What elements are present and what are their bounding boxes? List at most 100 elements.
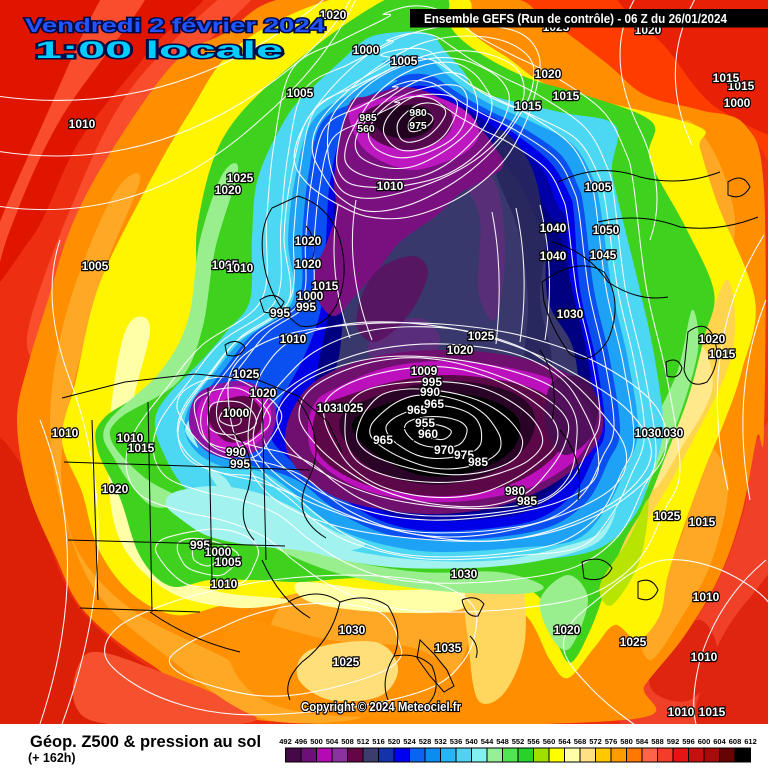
svg-text:1020: 1020 — [447, 343, 474, 357]
svg-text:990: 990 — [226, 445, 246, 459]
svg-text:1040: 1040 — [540, 249, 567, 263]
svg-text:990: 990 — [420, 385, 440, 399]
svg-text:572: 572 — [589, 737, 602, 746]
svg-text:1020: 1020 — [699, 332, 726, 346]
svg-text:1010: 1010 — [691, 650, 718, 664]
svg-text:1000: 1000 — [205, 545, 232, 559]
svg-text:1020: 1020 — [250, 386, 277, 400]
svg-text:1005: 1005 — [215, 555, 242, 569]
svg-text:965: 965 — [424, 397, 444, 411]
svg-text:1010: 1010 — [52, 426, 79, 440]
svg-text:980: 980 — [409, 107, 427, 119]
svg-text:1020: 1020 — [535, 67, 562, 81]
svg-text:576: 576 — [605, 737, 618, 746]
svg-text:524: 524 — [403, 737, 416, 746]
svg-text:612: 612 — [744, 737, 757, 746]
svg-text:1015: 1015 — [128, 441, 155, 455]
svg-text:492: 492 — [279, 737, 292, 746]
svg-text:1015: 1015 — [713, 71, 740, 85]
svg-text:1010: 1010 — [227, 261, 254, 275]
svg-text:600: 600 — [698, 737, 711, 746]
svg-text:1020: 1020 — [295, 234, 322, 248]
svg-text:995: 995 — [422, 375, 442, 389]
svg-text:512: 512 — [357, 737, 370, 746]
svg-text:1020: 1020 — [554, 623, 581, 637]
svg-text:1015: 1015 — [709, 347, 736, 361]
svg-text:540: 540 — [465, 737, 478, 746]
svg-text:Géop. Z500 & pression au sol: Géop. Z500 & pression au sol — [30, 733, 261, 751]
svg-text:1045: 1045 — [590, 248, 617, 262]
svg-text:1005: 1005 — [287, 86, 314, 100]
svg-text:985: 985 — [517, 494, 537, 508]
svg-text:1010: 1010 — [117, 431, 144, 445]
svg-text:556: 556 — [527, 737, 540, 746]
svg-text:1000: 1000 — [724, 96, 751, 110]
svg-text:504: 504 — [326, 737, 339, 746]
svg-text:1040: 1040 — [540, 221, 567, 235]
svg-text:Vendredi 2 février 2024: Vendredi 2 février 2024 — [25, 16, 326, 37]
svg-text:604: 604 — [713, 737, 726, 746]
svg-text:1010: 1010 — [377, 179, 404, 193]
svg-text:1030: 1030 — [317, 401, 344, 415]
svg-text:532: 532 — [434, 737, 447, 746]
svg-text:1010: 1010 — [668, 705, 695, 719]
svg-text:1000: 1000 — [223, 406, 250, 420]
svg-text:560: 560 — [543, 737, 556, 746]
svg-text:1025: 1025 — [468, 329, 495, 343]
svg-text:1005: 1005 — [82, 259, 109, 273]
svg-text:1010: 1010 — [280, 332, 307, 346]
svg-text:970: 970 — [434, 443, 454, 457]
svg-text:580: 580 — [620, 737, 633, 746]
svg-text:1025: 1025 — [620, 635, 647, 649]
svg-text:1015: 1015 — [312, 279, 339, 293]
svg-text:985: 985 — [359, 112, 377, 124]
svg-text:Ensemble GEFS (Run de contrôl: Ensemble GEFS (Run de contrôle) - 06 Z d… — [424, 11, 728, 26]
svg-text:995: 995 — [190, 538, 210, 552]
svg-text:548: 548 — [496, 737, 509, 746]
svg-text:1030: 1030 — [339, 623, 366, 637]
svg-text:544: 544 — [481, 737, 494, 746]
svg-text:1035: 1035 — [435, 641, 462, 655]
svg-text:(+ 162h): (+ 162h) — [28, 751, 76, 765]
svg-text:520: 520 — [388, 737, 401, 746]
svg-text:965: 965 — [373, 433, 393, 447]
svg-text:995: 995 — [230, 457, 250, 471]
svg-text:1020: 1020 — [102, 482, 129, 496]
svg-text:1000: 1000 — [297, 289, 324, 303]
svg-text:1010: 1010 — [693, 590, 720, 604]
svg-text:536: 536 — [450, 737, 463, 746]
svg-text:568: 568 — [574, 737, 587, 746]
svg-text:1025: 1025 — [233, 367, 260, 381]
svg-text:516: 516 — [372, 737, 385, 746]
svg-text:1020: 1020 — [215, 183, 242, 197]
svg-text:1005: 1005 — [391, 54, 418, 68]
svg-text:564: 564 — [558, 737, 571, 746]
svg-text:1009: 1009 — [411, 364, 438, 378]
svg-text:508: 508 — [341, 737, 354, 746]
svg-text:975: 975 — [454, 448, 474, 462]
svg-text:1025: 1025 — [654, 509, 681, 523]
svg-text:500: 500 — [310, 737, 323, 746]
svg-text:1020: 1020 — [320, 8, 347, 22]
svg-text:1050: 1050 — [593, 223, 620, 237]
svg-text:1:00 locale: 1:00 locale — [35, 37, 283, 64]
svg-text:1025: 1025 — [337, 401, 364, 415]
svg-text:1015: 1015 — [728, 79, 755, 93]
svg-text:1010: 1010 — [69, 117, 96, 131]
svg-text:496: 496 — [295, 737, 308, 746]
svg-text:955: 955 — [415, 416, 435, 430]
svg-text:985: 985 — [468, 455, 488, 469]
svg-text:Copyright © 2024 Meteociel.fr: Copyright © 2024 Meteociel.fr — [301, 700, 461, 714]
svg-text:1025: 1025 — [227, 171, 254, 185]
svg-text:1025: 1025 — [333, 655, 360, 669]
svg-text:995: 995 — [270, 306, 290, 320]
svg-text:1020: 1020 — [295, 257, 322, 271]
svg-text:1015: 1015 — [689, 515, 716, 529]
svg-text:960: 960 — [418, 427, 438, 441]
svg-text:975: 975 — [409, 120, 427, 132]
svg-text:1015: 1015 — [699, 705, 726, 719]
svg-text:552: 552 — [512, 737, 525, 746]
svg-text:596: 596 — [682, 737, 695, 746]
svg-text:1005: 1005 — [212, 258, 239, 272]
svg-text:1015: 1015 — [515, 99, 542, 113]
